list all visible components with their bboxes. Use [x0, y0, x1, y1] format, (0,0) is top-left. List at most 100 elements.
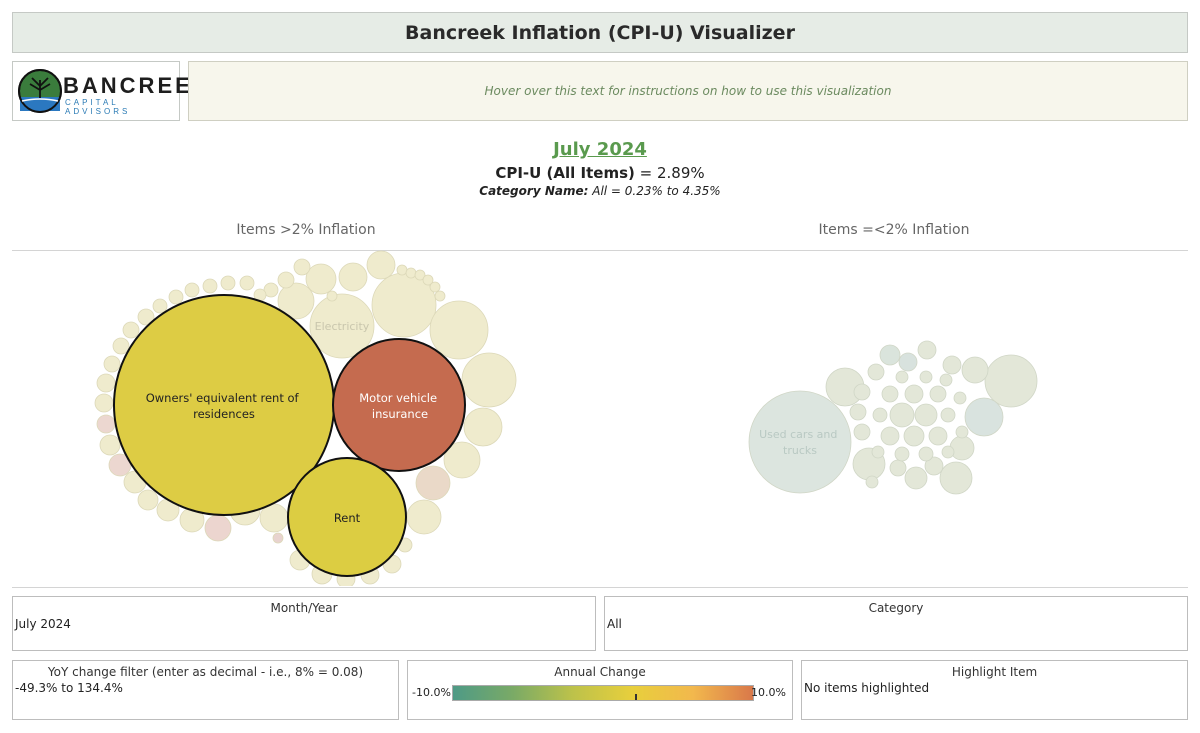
bubble-label-rent: Rent	[334, 511, 361, 525]
month-year-filter[interactable]: Month/Year July 2024	[12, 596, 596, 651]
bubble-rent[interactable]	[287, 457, 407, 577]
bubble[interactable]	[277, 282, 315, 320]
page-title: Bancreek Inflation (CPI-U) Visualizer	[405, 21, 795, 44]
bubble[interactable]	[277, 271, 295, 289]
legend-min: -10.0%	[412, 686, 451, 699]
bubble[interactable]	[293, 258, 311, 276]
bubble[interactable]	[415, 465, 451, 501]
bubble[interactable]	[414, 269, 426, 281]
bubble[interactable]	[904, 384, 924, 404]
bubble[interactable]	[422, 274, 434, 286]
bubble-motor-vehicle-insurance[interactable]	[332, 338, 466, 472]
category-value[interactable]: All	[607, 617, 622, 631]
bubble[interactable]	[871, 445, 885, 459]
bubble[interactable]	[239, 275, 255, 291]
category-title: Category	[868, 601, 924, 615]
bubble[interactable]	[184, 282, 200, 298]
bubble[interactable]	[949, 435, 975, 461]
bubble[interactable]	[889, 402, 915, 428]
bubble[interactable]	[94, 393, 114, 413]
bubble[interactable]	[853, 383, 871, 401]
bubble[interactable]	[924, 456, 944, 476]
bubble[interactable]	[880, 426, 900, 446]
bubble[interactable]	[96, 373, 116, 393]
bubble[interactable]	[204, 514, 232, 542]
bubble[interactable]	[272, 532, 284, 544]
bubble[interactable]	[955, 425, 969, 439]
tree-logo-icon	[18, 69, 62, 113]
bubble[interactable]	[939, 461, 973, 495]
bubble[interactable]	[396, 264, 408, 276]
bubble[interactable]	[879, 344, 901, 366]
bubble[interactable]	[895, 370, 909, 384]
bubble[interactable]	[904, 466, 928, 490]
bubble[interactable]	[964, 397, 1004, 437]
bancreek-logo[interactable]: BANCREEK CAPITAL ADVISORS	[12, 61, 209, 121]
bubble[interactable]	[152, 298, 168, 314]
bubble[interactable]	[305, 263, 337, 295]
category-filter[interactable]: Category All	[604, 596, 1188, 651]
bubble[interactable]	[96, 414, 116, 434]
cpi-summary: CPI-U (All Items) = 2.89%	[0, 164, 1200, 182]
bubble[interactable]	[898, 352, 918, 372]
bubble[interactable]	[326, 290, 338, 302]
month-year-title: Month/Year	[270, 601, 338, 615]
bubble[interactable]	[168, 289, 184, 305]
bubble-electricity[interactable]	[309, 293, 375, 359]
bubble[interactable]	[929, 385, 947, 403]
bubble[interactable]	[122, 321, 140, 339]
bubble[interactable]	[461, 352, 517, 408]
title-bar: Bancreek Inflation (CPI-U) Visualizer	[12, 12, 1188, 53]
category-value: All = 0.23% to 4.35%	[592, 184, 721, 198]
legend-current-marker	[635, 694, 637, 700]
bubble[interactable]	[220, 275, 236, 291]
bubble[interactable]	[889, 459, 907, 477]
bubble[interactable]	[202, 278, 218, 294]
bubble[interactable]	[961, 356, 989, 384]
bubble[interactable]	[338, 262, 368, 292]
bubble[interactable]	[940, 407, 956, 423]
bubble[interactable]	[953, 391, 967, 405]
bubble[interactable]	[429, 300, 489, 360]
bubble[interactable]	[137, 308, 155, 326]
bubble[interactable]	[434, 290, 446, 302]
bubble[interactable]	[443, 441, 481, 479]
bubble[interactable]	[928, 426, 948, 446]
bubble-chart[interactable]: Electricity	[0, 250, 1200, 586]
bubble[interactable]	[881, 385, 899, 403]
bubble[interactable]	[429, 281, 441, 293]
bubble[interactable]	[939, 373, 953, 387]
bubble[interactable]	[137, 489, 159, 511]
bubble-used-cars[interactable]	[748, 390, 852, 494]
yoy-value[interactable]: -49.3% to 134.4%	[15, 681, 123, 695]
instructions-box[interactable]: Hover over this text for instructions on…	[188, 61, 1188, 121]
month-year-value[interactable]: July 2024	[15, 617, 71, 631]
bubble-label-motor: Motor vehicle insurance	[359, 391, 441, 421]
bubble[interactable]	[872, 407, 888, 423]
bubble[interactable]	[112, 337, 130, 355]
bubble[interactable]	[405, 267, 417, 279]
selected-date-link[interactable]: July 2024	[553, 139, 647, 160]
bubble[interactable]	[917, 340, 937, 360]
bubble[interactable]	[941, 445, 955, 459]
bubble[interactable]	[406, 499, 442, 535]
bubble[interactable]	[865, 475, 879, 489]
bubble[interactable]	[918, 446, 934, 462]
yoy-change-filter[interactable]: YoY change filter (enter as decimal - i.…	[12, 660, 399, 720]
bubble[interactable]	[463, 407, 503, 447]
bubble[interactable]	[942, 355, 962, 375]
highlight-item-filter[interactable]: Highlight Item No items highlighted	[801, 660, 1188, 720]
bubble[interactable]	[103, 355, 121, 373]
bubble[interactable]	[919, 370, 933, 384]
bubble[interactable]	[914, 403, 938, 427]
bubble[interactable]	[99, 434, 121, 456]
bubble[interactable]	[849, 403, 867, 421]
bubble[interactable]	[984, 354, 1038, 408]
highlight-value[interactable]: No items highlighted	[804, 681, 930, 695]
bubble[interactable]	[903, 425, 925, 447]
bubble[interactable]	[853, 423, 871, 441]
bubble[interactable]	[263, 282, 279, 298]
bubble[interactable]	[894, 446, 910, 462]
bubble[interactable]	[366, 250, 396, 280]
bubble[interactable]	[867, 363, 885, 381]
